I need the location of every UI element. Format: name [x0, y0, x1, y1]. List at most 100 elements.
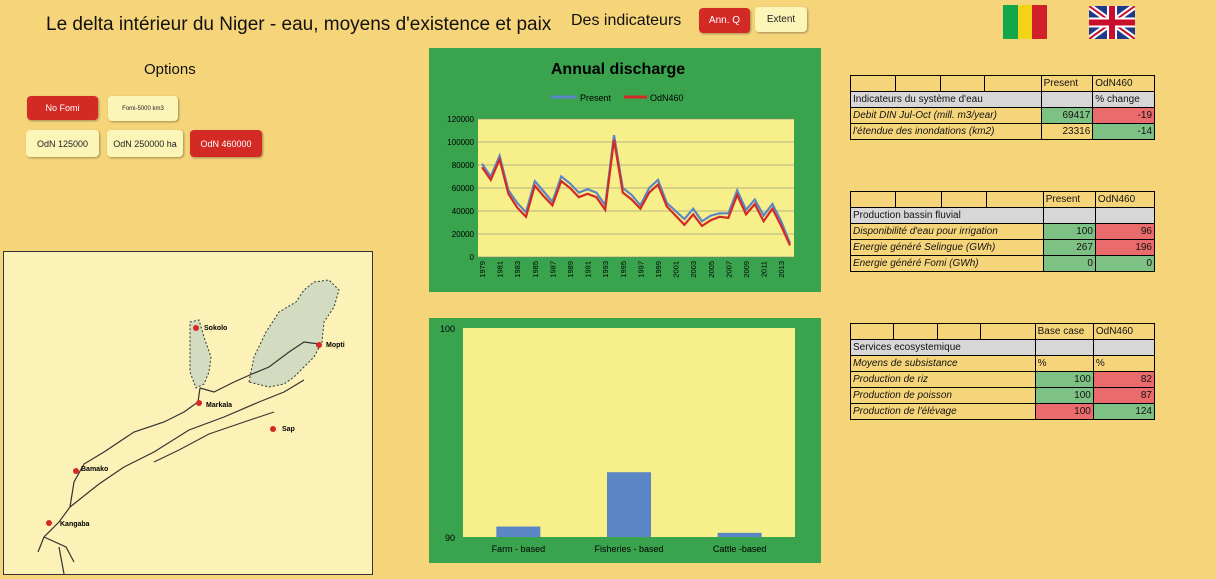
niger-delta-map: Sokolo Mopti Markala Sap Bamako Kangaba	[3, 251, 373, 575]
col-odn460: OdN460	[1092, 75, 1155, 92]
cell-odn460: -19	[1092, 107, 1155, 124]
odn-460000-button[interactable]: OdN 460000	[190, 130, 262, 157]
y-tick-label: 100000	[447, 138, 474, 147]
cell-present: 23316	[1040, 123, 1094, 140]
page-title: Le delta intérieur du Niger - eau, moyen…	[46, 14, 552, 35]
annual-discharge-chart: Annual discharge Present OdN460 0 20000 40…	[429, 48, 821, 292]
x-tick-label: Cattle -based	[713, 544, 767, 554]
y-tick-label: 90	[445, 533, 455, 543]
x-tick-label: 1985	[531, 261, 540, 278]
y-tick-label: 60000	[452, 184, 475, 193]
x-tick-label: 1995	[619, 261, 628, 278]
town-markala: Markala	[196, 400, 232, 409]
sub-label: Moyens de subsistance	[850, 355, 1036, 372]
bar-farm-based	[496, 526, 541, 537]
office-du-niger-area	[189, 319, 212, 389]
odn-125000-button[interactable]: OdN 125000	[26, 130, 99, 157]
bar-cattle-based	[717, 532, 762, 537]
town-mopti: Mopti	[316, 342, 345, 349]
x-tick-label: 1991	[584, 261, 593, 278]
odn-250000-button[interactable]: OdN 250000 ha	[107, 130, 183, 157]
cell-odn460: 124	[1092, 403, 1156, 420]
section-label: Production bassin fluvial	[850, 207, 1044, 224]
svg-text:Mopti: Mopti	[326, 342, 345, 349]
town-sokolo: Sokolo	[193, 325, 227, 332]
x-tick-label: Farm - based	[492, 544, 546, 554]
river-production-table: Present OdN460 Production bassin fluvial…	[849, 191, 1156, 272]
x-tick-label: 2011	[760, 261, 769, 277]
row-label: Debit DIN Jul-Oct (mill. m3/year)	[850, 107, 1042, 124]
col-base-case: Base case	[1034, 323, 1094, 340]
cell-present: 0	[1042, 255, 1096, 272]
bani-river	[69, 379, 305, 508]
town-kangaba: Kangaba	[46, 520, 90, 528]
x-tick-label: 1989	[566, 261, 575, 278]
legend-present: Present	[580, 93, 612, 103]
x-tick-label: Fisheries - based	[594, 544, 663, 554]
niger-river-downstream	[199, 341, 320, 393]
cell-odn460: 96	[1094, 223, 1156, 240]
river-tributaries	[43, 536, 75, 575]
inner-delta-floodplain	[248, 279, 340, 388]
cell-base: 100	[1034, 371, 1094, 388]
col-present: Present	[1040, 75, 1094, 92]
svg-text:Sap: Sap	[282, 426, 295, 433]
cell-present: 267	[1042, 239, 1096, 256]
cell-odn460: 196	[1094, 239, 1156, 256]
y-tick-label: 40000	[452, 207, 475, 216]
bar-fisheries-based	[607, 472, 651, 537]
town-bamako: Bamako	[73, 466, 108, 474]
x-tick-label: 2009	[742, 261, 751, 278]
cell-odn460: 82	[1092, 371, 1156, 388]
row-label: Energie généré Fomi (GWh)	[850, 255, 1044, 272]
x-tick-label: 2013	[777, 261, 786, 278]
x-tick-label: 1981	[496, 261, 505, 278]
x-tick-label: 1979	[478, 261, 487, 278]
x-tick-label: 2007	[724, 261, 733, 278]
x-tick-label: 1993	[601, 261, 610, 278]
series-line-present	[481, 134, 792, 244]
cell-odn460: 87	[1092, 387, 1156, 404]
svg-text:Bamako: Bamako	[81, 466, 108, 473]
x-tick-label: 1987	[548, 261, 557, 278]
uk-flag-icon[interactable]	[1087, 3, 1137, 42]
cell-present: 69417	[1040, 107, 1094, 124]
row-label: Production de poisson	[850, 387, 1036, 404]
mali-flag-icon[interactable]	[1003, 5, 1047, 39]
fomi-button[interactable]: Fomi-5000 km3	[108, 96, 178, 121]
annual-q-button[interactable]: Ann. Q	[699, 8, 750, 33]
town-sap: Sap	[270, 426, 295, 433]
row-label: Disponibilité d'eau pour irrigation	[850, 223, 1044, 240]
cell-present: 100	[1042, 223, 1096, 240]
unit-cell: %	[1092, 355, 1156, 372]
section-label: Services ecosystemique	[850, 339, 1036, 356]
y-tick-label: 80000	[452, 161, 475, 170]
secondary-river	[153, 411, 275, 463]
svg-text:Markala: Markala	[206, 402, 232, 409]
cell-base: 100	[1034, 403, 1094, 420]
row-label: Production de riz	[850, 371, 1036, 388]
cell-odn460: 0	[1094, 255, 1156, 272]
extent-button[interactable]: Extent	[755, 7, 807, 32]
series-line-odn460	[481, 139, 792, 246]
chart-legend: Present OdN460	[551, 93, 684, 103]
x-tick-label: 2005	[707, 261, 716, 278]
cell-odn460: -14	[1092, 123, 1155, 140]
col-present: Present	[1042, 191, 1096, 208]
indicators-label: Des indicateurs	[571, 12, 682, 29]
no-fomi-button[interactable]: No Fomi	[27, 96, 98, 120]
livelihoods-bar-chart: 90 100 Farm - based Fisheries - based Cattl…	[429, 318, 821, 563]
y-tick-label: 120000	[447, 115, 474, 124]
niger-river	[37, 387, 201, 553]
y-tick-label: 20000	[452, 230, 475, 239]
svg-text:Sokolo: Sokolo	[204, 325, 227, 332]
x-tick-label: 2001	[672, 261, 681, 278]
water-system-table: Present OdN460 Indicateurs du système d'…	[850, 75, 1155, 140]
ecosystem-services-table: Base case OdN460 Services ecosystemique …	[849, 323, 1156, 420]
row-label: Energie généré Selingue (GWh)	[850, 239, 1044, 256]
cell-base: 100	[1034, 387, 1094, 404]
svg-text:Kangaba: Kangaba	[60, 521, 90, 528]
unit-cell: %	[1034, 355, 1094, 372]
y-tick-label: 100	[440, 324, 455, 334]
x-tick-label: 1999	[654, 261, 663, 278]
